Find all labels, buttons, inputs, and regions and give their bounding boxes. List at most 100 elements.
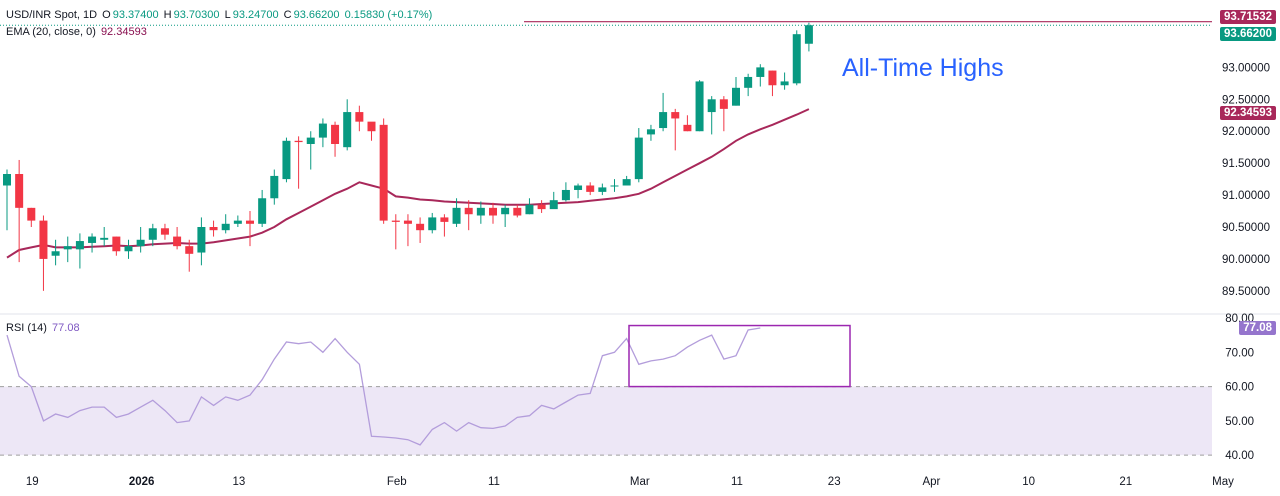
price-tick-label: 92.00000	[1222, 126, 1270, 138]
candle-body	[306, 137, 315, 144]
rsi-line	[6, 327, 761, 446]
ema-badge: 92.34593	[1220, 106, 1276, 120]
legend-main: USD/INR Spot, 1D O 93.37400 H 93.70300 L 93…	[6, 9, 434, 21]
symbol-title: USD/INR Spot, 1D	[6, 9, 98, 21]
candle-body	[610, 185, 619, 187]
legend-ema: EMA (20, close, 0) 92.34593	[6, 26, 149, 38]
candle-body	[537, 204, 546, 210]
candle-body	[768, 70, 777, 86]
candle-body	[561, 189, 570, 201]
rsi-box	[628, 324, 851, 388]
time-tick-label: 21	[1119, 476, 1132, 488]
candle-body	[525, 204, 534, 215]
candle-body	[719, 99, 728, 109]
candle-body	[513, 207, 522, 216]
candle-body	[209, 226, 218, 231]
time-tick-label: 10	[1022, 476, 1035, 488]
candle-body	[634, 137, 643, 180]
candle-body	[258, 198, 267, 224]
candle-body	[160, 228, 169, 235]
price-tick-label: 91.50000	[1222, 158, 1270, 170]
time-tick-label: Mar	[630, 476, 650, 488]
candle-body	[27, 207, 36, 221]
candle-body	[331, 124, 340, 144]
candle-body	[707, 99, 716, 113]
high-value: 93.70300	[173, 9, 220, 21]
candle-body	[185, 246, 194, 254]
open-label: O	[102, 9, 111, 21]
candle-body	[100, 237, 109, 240]
price-tick-label: 93.00000	[1222, 62, 1270, 74]
rsi-label: RSI (14)	[6, 322, 47, 334]
ema-label: EMA (20, close, 0)	[6, 26, 96, 38]
candle-body	[379, 124, 388, 221]
candle-body	[233, 220, 242, 224]
candle-body	[574, 185, 583, 190]
time-tick-label: 23	[828, 476, 841, 488]
rsi-polyline	[6, 327, 761, 446]
candle-body	[464, 207, 473, 215]
candle-body	[598, 187, 607, 192]
rsi-highlight-box	[628, 324, 851, 388]
price-tick-label: 92.50000	[1222, 94, 1270, 106]
price-axis: 89.50000 90.00000 90.50000 91.00000 91.50000…	[1222, 30, 1270, 297]
rsi-band	[0, 386, 1212, 456]
last-price-badge: 93.66200	[1220, 27, 1276, 41]
candle-body	[51, 251, 60, 256]
rsi-tick-label: 70.00	[1225, 347, 1254, 359]
candle-body	[792, 34, 801, 84]
candle-body	[63, 246, 72, 250]
rsi-badge: 77.08	[1239, 321, 1276, 335]
time-tick-label: 2026	[129, 476, 155, 488]
candle-body	[428, 217, 437, 231]
candle-body	[148, 228, 157, 240]
time-axis: 19 2026 13 Feb 11 Mar 11 23 Apr 10 21 May	[26, 476, 1234, 488]
candle-body	[197, 226, 206, 253]
candles	[3, 22, 813, 291]
rsi-tick-label: 40.00	[1225, 450, 1254, 462]
low-value: 93.24700	[232, 9, 279, 21]
candle-body	[75, 241, 84, 250]
candle-body	[343, 112, 352, 148]
high-label: H	[163, 9, 172, 21]
candle-body	[294, 140, 303, 143]
candle-body	[756, 67, 765, 77]
time-tick-label: May	[1212, 476, 1234, 488]
legend-rsi: RSI (14) 77.08	[6, 322, 82, 334]
time-tick-label: 11	[731, 476, 743, 488]
time-tick-label: 11	[488, 476, 500, 488]
candle-body	[695, 81, 704, 132]
candle-body	[221, 223, 230, 231]
candle-body	[416, 223, 425, 231]
candle-body	[659, 112, 668, 129]
low-label: L	[224, 9, 231, 21]
candle-body	[549, 200, 558, 210]
candle-body	[124, 246, 133, 252]
price-tick-label: 90.00000	[1222, 254, 1270, 266]
candle-body	[136, 239, 145, 247]
candle-body	[39, 220, 48, 259]
candle-body	[622, 179, 631, 186]
close-value: 93.66200	[293, 9, 340, 21]
candle-body	[440, 217, 449, 222]
change-value: 0.15830 (+0.17%)	[344, 9, 433, 21]
open-value: 93.37400	[112, 9, 159, 21]
candle-body	[452, 207, 461, 224]
close-label: C	[283, 9, 292, 21]
candle-body	[744, 76, 753, 88]
rsi-tick-label: 60.00	[1225, 382, 1254, 394]
all-time-highs-annotation: All-Time Highs	[842, 54, 1004, 82]
rsi-band-fill	[0, 386, 1212, 456]
candle-body	[246, 220, 254, 224]
price-tick-label: 91.00000	[1222, 190, 1270, 202]
candle-body	[476, 207, 485, 216]
high-line-badge: 93.71532	[1220, 10, 1276, 24]
candle-body	[804, 25, 813, 44]
price-tick-label: 90.50000	[1222, 222, 1270, 234]
candle-body	[355, 112, 364, 122]
time-tick-label: Apr	[922, 476, 940, 488]
time-tick-label: 13	[232, 476, 245, 488]
rsi-value: 77.08	[52, 322, 80, 334]
candle-body	[403, 220, 412, 224]
